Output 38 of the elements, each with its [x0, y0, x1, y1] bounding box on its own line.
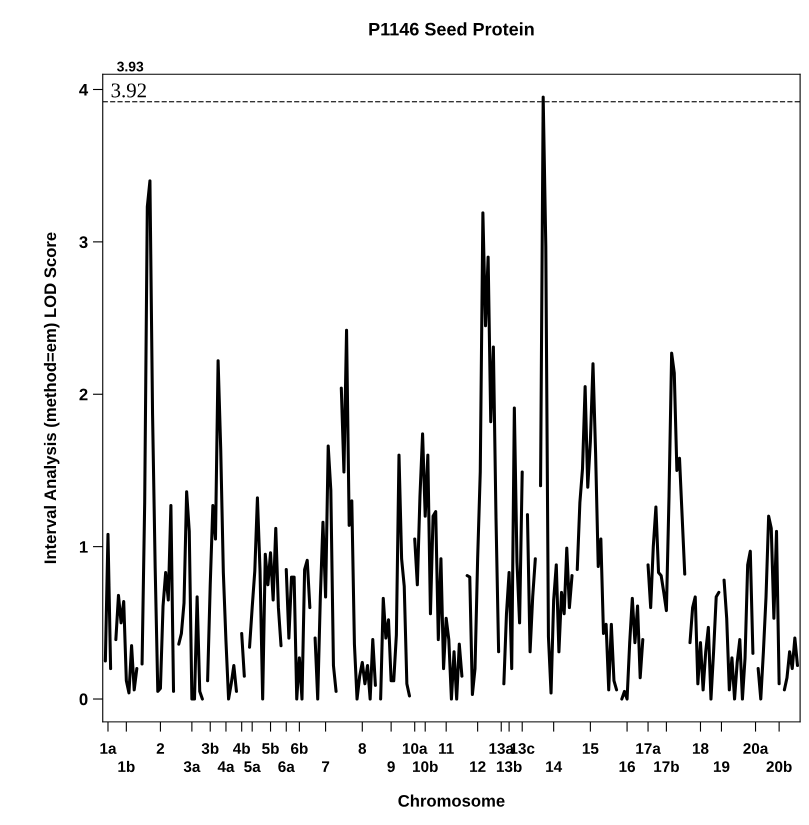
x-tick-label: 20a — [743, 743, 768, 754]
text: 3.93 — [117, 62, 144, 72]
y-tick-label: 1 — [80, 541, 88, 553]
x-tick-label: 2 — [156, 743, 164, 754]
x-tick-label: 1a — [100, 743, 117, 754]
x-tick-label: 10a — [402, 743, 428, 754]
x-tick-label: 8 — [358, 743, 366, 754]
x-tick-label: 5a — [244, 761, 261, 772]
x-tick-label: 17b — [654, 760, 679, 772]
y-tick-label: 2 — [79, 388, 88, 400]
x-tick-label: 6b — [291, 742, 308, 754]
y-tick-label: 0 — [80, 693, 88, 706]
ref-line-label: 3.92 — [112, 83, 146, 98]
x-tick-label: 7 — [322, 761, 330, 772]
y-axis-title: Interval Analysis (method=em) LOD Score — [44, 232, 60, 564]
x-tick-label: 18 — [692, 743, 709, 754]
chart-title: P1146 Seed Protein — [369, 22, 534, 36]
x-tick-label: 16 — [620, 761, 636, 772]
x-tick-label: 6a — [278, 761, 295, 772]
y-tick-label: 3 — [79, 236, 88, 248]
x-tick-label: 1b — [118, 760, 135, 772]
x-tick-label: 14 — [546, 761, 562, 772]
x-tick-label: 4a — [218, 761, 235, 772]
x-tick-label: 4b — [233, 742, 250, 754]
x-tick-label: 10b — [413, 760, 438, 772]
x-tick-label: 19 — [714, 761, 730, 772]
x-tick-label: 13b — [496, 760, 522, 772]
x-tick-label: 15 — [582, 743, 598, 754]
x-tick-label: 20b — [766, 760, 792, 772]
x-tick-label: 9 — [387, 761, 395, 772]
x-tick-label: 11 — [439, 743, 454, 754]
x-tick-label: 17a — [636, 743, 661, 754]
x-tick-label: 12 — [470, 761, 486, 772]
x-axis-title: Chromosome — [398, 794, 505, 807]
x-tick-label: 3b — [202, 742, 219, 754]
x-tick-label: 5b — [262, 742, 279, 754]
x-tick-label: 3a — [184, 761, 200, 772]
y-tick-label: 4 — [79, 84, 88, 96]
